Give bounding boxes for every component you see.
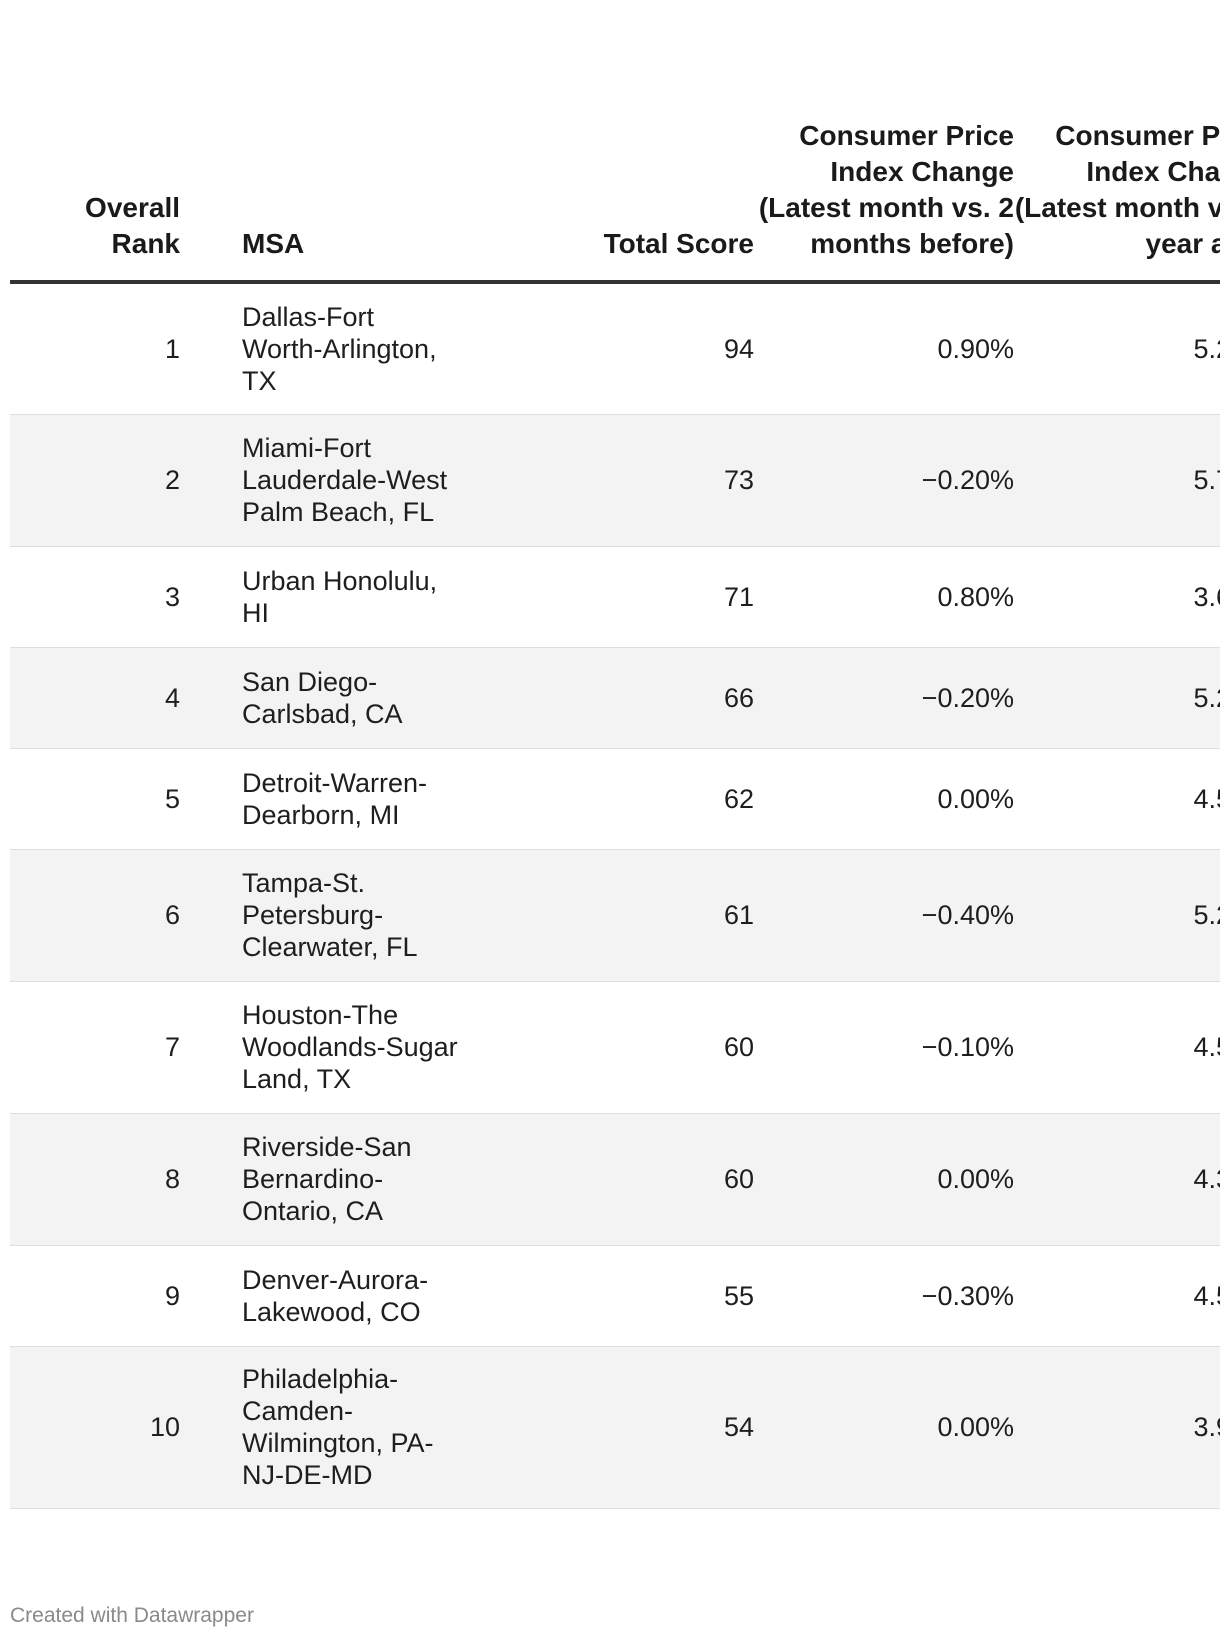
cell-total-score: 60 xyxy=(520,981,754,1114)
header-row: Overall Rank MSA Total Score Consumer Pr… xyxy=(10,0,1220,284)
cell-rank: 6 xyxy=(10,849,180,982)
cell-cpi-1-year: 5.20% xyxy=(1014,849,1220,982)
msa-text: Philadelphia-Camden-Wilmington, PA-NJ-DE… xyxy=(242,1364,434,1490)
column-header-rank[interactable]: Overall Rank xyxy=(10,0,180,284)
cell-total-score: 94 xyxy=(520,282,754,415)
msa-text: Miami-Fort Lauderdale-West Palm Beach, F… xyxy=(242,433,448,527)
cell-total-score: 61 xyxy=(520,849,754,982)
cell-cpi-2-months: −0.40% xyxy=(754,849,1014,982)
cell-msa: San Diego-Carlsbad, CA xyxy=(180,647,520,749)
table-row: 1 Dallas-Fort Worth-Arlington, TX 94 0.90% 5… xyxy=(10,282,1220,415)
cell-msa: Miami-Fort Lauderdale-West Palm Beach, F… xyxy=(180,414,520,547)
cell-rank: 10 xyxy=(10,1346,180,1509)
cell-cpi-1-year: 4.50% xyxy=(1014,748,1220,850)
cell-cpi-2-months: −0.10% xyxy=(754,981,1014,1114)
cell-msa: Riverside-San Bernardino-Ontario, CA xyxy=(180,1113,520,1246)
cell-cpi-2-months: 0.00% xyxy=(754,1346,1014,1509)
cell-cpi-1-year: 5.20% xyxy=(1014,647,1220,749)
cell-msa: Dallas-Fort Worth-Arlington, TX xyxy=(180,282,520,415)
cell-msa: Denver-Aurora-Lakewood, CO xyxy=(180,1245,520,1347)
cell-rank: 9 xyxy=(10,1245,180,1347)
table-row: 4 San Diego-Carlsbad, CA 66−0.20%5.20% xyxy=(10,647,1220,749)
footer-credit: Created with Datawrapper xyxy=(10,1604,254,1627)
cell-total-score: 73 xyxy=(520,414,754,547)
cell-msa: Philadelphia-Camden-Wilmington, PA-NJ-DE… xyxy=(180,1346,520,1509)
msa-text: Houston-The Woodlands-Sugar Land, TX xyxy=(242,1000,458,1094)
cell-cpi-2-months: 0.00% xyxy=(754,1113,1014,1246)
table-row: 7 Houston-The Woodlands-Sugar Land, TX 60−… xyxy=(10,981,1220,1114)
cell-cpi-1-year: 4.50% xyxy=(1014,1245,1220,1347)
cell-rank: 5 xyxy=(10,748,180,850)
column-header-total-score[interactable]: Total Score xyxy=(520,0,754,284)
msa-text: San Diego-Carlsbad, CA xyxy=(242,666,403,729)
table-row: 5 Detroit-Warren-Dearborn, MI 620.00%4.50% xyxy=(10,748,1220,850)
msa-text: Urban Honolulu, HI xyxy=(242,565,438,628)
cell-cpi-1-year: 5.70% xyxy=(1014,414,1220,547)
data-table-container: Overall Rank MSA Total Score Consumer Pr… xyxy=(10,0,1220,1509)
cell-msa: Houston-The Woodlands-Sugar Land, TX xyxy=(180,981,520,1114)
cell-msa: Urban Honolulu, HI xyxy=(180,546,520,648)
cell-cpi-2-months: 0.90% xyxy=(754,282,1014,415)
msa-text: Riverside-San Bernardino-Ontario, CA xyxy=(242,1132,412,1226)
cell-msa: Detroit-Warren-Dearborn, MI xyxy=(180,748,520,850)
cell-cpi-2-months: 0.00% xyxy=(754,748,1014,850)
table-row: 6 Tampa-St. Petersburg-Clearwater, FL 61 −0… xyxy=(10,849,1220,982)
table-row: 9 Denver-Aurora-Lakewood, CO 55−0.30%4.50% xyxy=(10,1245,1220,1347)
column-header-msa[interactable]: MSA xyxy=(180,0,520,284)
cell-total-score: 66 xyxy=(520,647,754,749)
cell-cpi-1-year: 3.60% xyxy=(1014,546,1220,648)
cell-total-score: 71 xyxy=(520,546,754,648)
column-header-cpi-1-year[interactable]: Consumer Price Index Change (Latest mont… xyxy=(1014,0,1220,284)
cell-cpi-2-months: 0.80% xyxy=(754,546,1014,648)
cell-rank: 7 xyxy=(10,981,180,1114)
cell-rank: 1 xyxy=(10,282,180,415)
table-body: 1 Dallas-Fort Worth-Arlington, TX 94 0.90% 5… xyxy=(10,282,1220,1509)
cell-msa: Tampa-St. Petersburg-Clearwater, FL xyxy=(180,849,520,982)
cell-cpi-1-year: 4.50% xyxy=(1014,981,1220,1114)
cell-cpi-2-months: −0.30% xyxy=(754,1245,1014,1347)
cell-total-score: 62 xyxy=(520,748,754,850)
msa-text: Denver-Aurora-Lakewood, CO xyxy=(242,1264,429,1327)
table-row: 8 Riverside-San Bernardino-Ontario, CA 60 0… xyxy=(10,1113,1220,1246)
cell-cpi-2-months: −0.20% xyxy=(754,647,1014,749)
table-header: Overall Rank MSA Total Score Consumer Pr… xyxy=(10,0,1220,284)
cell-rank: 2 xyxy=(10,414,180,547)
cell-rank: 4 xyxy=(10,647,180,749)
cell-cpi-1-year: 4.30% xyxy=(1014,1113,1220,1246)
cell-rank: 8 xyxy=(10,1113,180,1246)
cell-total-score: 60 xyxy=(520,1113,754,1246)
data-table: Overall Rank MSA Total Score Consumer Pr… xyxy=(10,0,1220,1509)
cell-cpi-1-year: 3.90% xyxy=(1014,1346,1220,1509)
msa-text: Detroit-Warren-Dearborn, MI xyxy=(242,767,428,830)
table-row: 10 Philadelphia-Camden-Wilmington, PA-NJ-… xyxy=(10,1346,1220,1509)
table-row: 2 Miami-Fort Lauderdale-West Palm Beach, … xyxy=(10,414,1220,547)
cell-cpi-1-year: 5.20% xyxy=(1014,282,1220,415)
cell-total-score: 54 xyxy=(520,1346,754,1509)
msa-text: Dallas-Fort Worth-Arlington, TX xyxy=(242,301,437,396)
msa-text: Tampa-St. Petersburg-Clearwater, FL xyxy=(242,868,418,962)
cell-total-score: 55 xyxy=(520,1245,754,1347)
cell-rank: 3 xyxy=(10,546,180,648)
table-row: 3 Urban Honolulu, HI 710.80%3.60% xyxy=(10,546,1220,648)
column-header-cpi-2-months[interactable]: Consumer Price Index Change (Latest mont… xyxy=(754,0,1014,284)
cell-cpi-2-months: −0.20% xyxy=(754,414,1014,547)
